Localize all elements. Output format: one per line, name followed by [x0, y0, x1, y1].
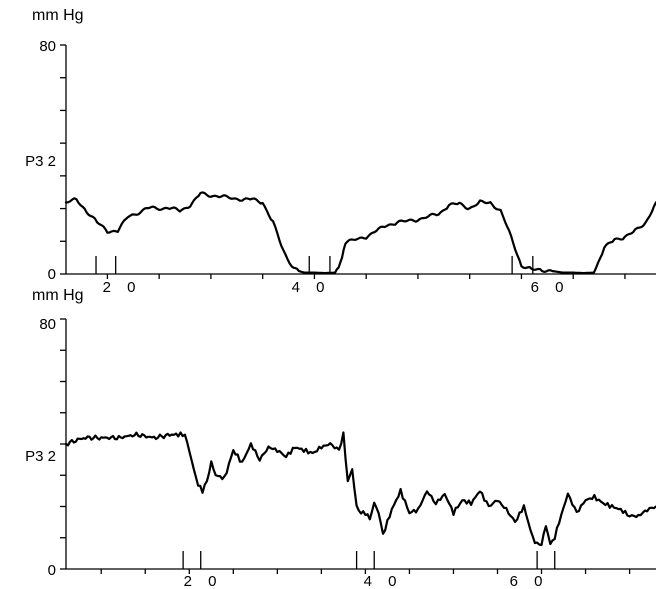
- x-tick-label-top-40: 4 0: [292, 279, 331, 296]
- channel-label-top: P3 2: [25, 153, 56, 170]
- x-tick-label-bottom-20: 2 0: [184, 573, 223, 589]
- pressure-trace-top: [64, 191, 656, 275]
- y-tick-label-bottom-max: 80: [39, 316, 56, 333]
- panel-top: mm Hg 80 P3 2 0 2 0 4 0 6 0: [25, 7, 656, 296]
- event-markers-top: [95, 256, 534, 274]
- y-tick-label-top-max: 80: [39, 38, 56, 55]
- x-tick-label-bottom-60: 6 0: [510, 573, 549, 589]
- event-markers-bottom: [182, 551, 556, 569]
- x-tick-label-top-60: 6 0: [531, 279, 570, 296]
- unit-label-bottom: mm Hg: [32, 287, 84, 304]
- x-tick-label-bottom-40: 4 0: [364, 573, 403, 589]
- unit-label-top: mm Hg: [32, 7, 84, 24]
- channel-label-bottom: P3 2: [25, 448, 56, 465]
- x-axis-minor-ticks-bottom: [100, 569, 631, 574]
- pressure-trace-bottom: [64, 431, 656, 547]
- x-axis-minor-ticks-top: [106, 274, 626, 279]
- x-tick-label-top-20: 2 0: [103, 279, 142, 296]
- y-tick-label-top-min: 0: [48, 266, 56, 283]
- y-axis-minor-ticks-top: [60, 44, 66, 275]
- panel-bottom: mm Hg 80 P3 2 0 2 0 4 0 6 0: [25, 287, 656, 589]
- y-tick-label-bottom-min: 0: [48, 562, 56, 579]
- y-axis-minor-ticks-bottom: [60, 318, 66, 570]
